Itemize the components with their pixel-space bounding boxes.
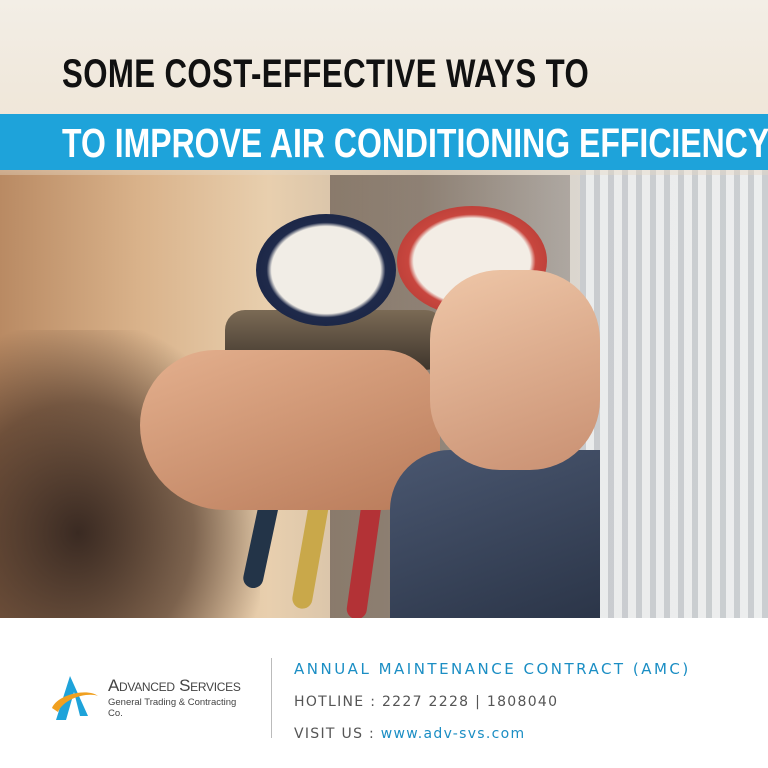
hotline-text: HOTLINE : 2227 2228 | 1808040 — [294, 694, 559, 710]
sleeve — [390, 450, 600, 618]
right-hand — [430, 270, 600, 470]
ac-unit-grille — [580, 170, 768, 618]
footer-divider — [271, 658, 272, 738]
headline-line2: TO IMPROVE AIR CONDITIONING EFFICIENCY — [62, 120, 768, 166]
amc-text: ANNUAL MAINTENANCE CONTRACT (AMC) — [294, 660, 691, 678]
hero-photo: SOME COST-EFFECTIVE WAYS TO TO IMPROVE A… — [0, 0, 768, 618]
company-logo: Advanced Services General Trading & Cont… — [48, 668, 248, 728]
website-link[interactable]: www.adv-svs.com — [380, 726, 526, 742]
company-subtitle: General Trading & Contracting Co. — [108, 697, 237, 719]
visit-us: VISIT US : www.adv-svs.com — [294, 726, 525, 742]
headline-banner: TO IMPROVE AIR CONDITIONING EFFICIENCY — [0, 114, 768, 170]
logo-a-icon — [52, 676, 98, 720]
company-name: Advanced Services — [108, 676, 241, 695]
low-pressure-gauge — [256, 214, 396, 326]
visit-label: VISIT US : — [294, 726, 381, 742]
left-hand — [140, 350, 440, 510]
headline-line1: SOME COST-EFFECTIVE WAYS TO — [62, 52, 590, 96]
footer: Advanced Services General Trading & Cont… — [0, 618, 768, 768]
